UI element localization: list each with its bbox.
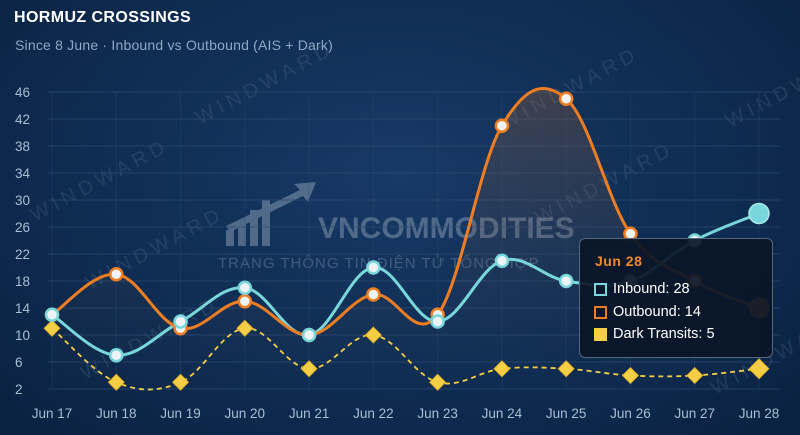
inbound-point-1 — [109, 348, 124, 363]
x-tick-label-2: Jun 19 — [160, 406, 201, 421]
y-tick-label-4: 18 — [15, 274, 30, 289]
y-tick-label-10: 42 — [15, 112, 30, 127]
x-tick-label-11: Jun 28 — [739, 406, 780, 421]
vncommodities-logo — [226, 182, 316, 246]
dark-transits-point-8 — [557, 360, 575, 378]
dark-transits-point-5 — [364, 326, 382, 344]
y-tick-label-5: 22 — [15, 247, 30, 262]
logo-arrow — [226, 182, 316, 232]
dark-transits-point-0 — [43, 319, 61, 337]
x-tick-label-7: Jun 24 — [482, 406, 523, 421]
y-tick-label-3: 14 — [15, 301, 31, 316]
dark-transits-point-9 — [621, 366, 640, 385]
outbound-swatch — [594, 305, 607, 319]
x-tick-label-6: Jun 23 — [417, 406, 458, 421]
outbound-point-1 — [109, 267, 124, 282]
y-tick-label-2: 10 — [15, 328, 30, 343]
logo-bar-4 — [262, 200, 270, 246]
outbound-point-3 — [237, 294, 253, 309]
y-tick-label-7: 30 — [15, 193, 30, 208]
dark-transits-swatch — [594, 327, 607, 341]
tooltip-row-outbound: Outbound: 14 — [594, 304, 701, 320]
tooltip-inbound-label: Inbound: 28 — [613, 281, 690, 297]
inbound-point-3 — [237, 280, 253, 295]
y-tick-label-9: 38 — [15, 139, 30, 154]
tooltip-dark-label: Dark Transits: 5 — [613, 326, 715, 342]
y-tick-label-1: 6 — [15, 355, 23, 370]
y-tick-label-6: 26 — [15, 220, 30, 235]
tooltip-row-dark: Dark Transits: 5 — [594, 326, 715, 342]
chart-subtitle: Since 8 June · Inbound vs Outbound (AIS … — [15, 37, 333, 53]
inbound-point-8 — [558, 273, 574, 289]
x-tick-label-10: Jun 27 — [674, 406, 715, 421]
dark-transits-point-6 — [429, 373, 447, 391]
x-tick-label-8: Jun 25 — [546, 406, 587, 421]
logo-bar-1 — [226, 230, 234, 246]
x-tick-label-5: Jun 22 — [353, 406, 394, 421]
dark-transits-point-7 — [493, 360, 511, 378]
x-tick-label-3: Jun 20 — [225, 406, 266, 421]
inbound-point-2 — [173, 314, 188, 329]
logo-bar-2 — [238, 220, 246, 246]
outbound-point-5 — [366, 287, 381, 302]
x-tick-label-1: Jun 18 — [96, 406, 137, 421]
inbound-point-4 — [301, 327, 317, 343]
outbound-point-7 — [494, 118, 510, 133]
dark-transits-point-11 — [748, 358, 770, 380]
tooltip-date: Jun 28 — [595, 253, 643, 269]
x-tick-label-9: Jun 26 — [610, 406, 651, 421]
watermark-windward-3: WINDWARD — [27, 135, 173, 227]
inbound-point-0 — [44, 307, 60, 322]
inbound-point-6 — [430, 314, 445, 329]
inbound-point-7 — [494, 253, 510, 268]
y-tick-label-8: 34 — [15, 166, 31, 181]
watermark-windward-0: WINDWARD — [192, 38, 338, 130]
dark-transits-point-2 — [171, 373, 190, 391]
inbound-point-11 — [748, 202, 770, 225]
chart-title: HORMUZ CROSSINGS — [14, 9, 192, 26]
outbound-point-8 — [558, 91, 574, 106]
inbound-point-5 — [366, 260, 381, 275]
x-tick-label-4: Jun 21 — [289, 406, 330, 421]
x-tick-label-0: Jun 17 — [32, 406, 73, 421]
y-tick-label-11: 46 — [15, 85, 30, 100]
dark-transits-point-4 — [300, 360, 318, 378]
tooltip-row-inbound: Inbound: 28 — [594, 281, 690, 297]
inbound-swatch — [594, 282, 607, 296]
dark-transits-point-10 — [686, 366, 704, 385]
dark-transits-point-1 — [107, 373, 125, 391]
tooltip-outbound-label: Outbound: 14 — [613, 304, 701, 320]
y-tick-label-0: 2 — [15, 382, 23, 397]
tooltip: Jun 28 Inbound: 28 Outbound: 14 Dark Tra… — [579, 238, 773, 358]
logo-bar-3 — [250, 210, 258, 246]
dark-transits-point-3 — [236, 319, 254, 337]
